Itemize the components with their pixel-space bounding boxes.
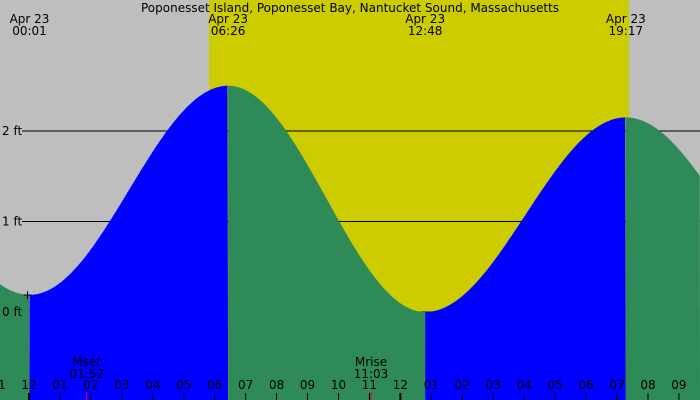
low-tide-marker: + [23, 288, 33, 302]
y-tick-label: 0 ft [2, 305, 22, 319]
hour-label: 09 [671, 378, 686, 392]
moon-event-label: Mset [72, 355, 101, 369]
hour-label: 06 [207, 378, 222, 392]
hour-label: 01 [52, 378, 67, 392]
hour-label: 03 [486, 378, 501, 392]
tide-event-date: Apr 23 [10, 12, 50, 26]
hour-label: 07 [238, 378, 253, 392]
hour-label: 02 [83, 378, 98, 392]
tide-event-date: Apr 23 [606, 12, 646, 26]
tide-event-time: 06:26 [211, 24, 246, 38]
tide-event-time: 19:17 [609, 24, 644, 38]
rising-tide-area [425, 117, 626, 400]
hour-label: 05 [548, 378, 563, 392]
rising-tide-area [29, 85, 229, 400]
hour-label: 02 [455, 378, 470, 392]
tide-event-time: 12:48 [408, 24, 443, 38]
hour-label: 04 [145, 378, 160, 392]
hour-label: 06 [578, 378, 593, 392]
falling-tide-area [0, 284, 30, 400]
hour-label: 05 [176, 378, 191, 392]
hour-label: 12 [393, 378, 408, 392]
tide-event-date: Apr 23 [208, 12, 248, 26]
hour-label: 01 [424, 378, 439, 392]
moon-event-time: 11:03 [354, 367, 389, 381]
hour-label: 08 [640, 378, 655, 392]
hour-label: 12 [21, 378, 36, 392]
hour-label: 11 [0, 378, 6, 392]
tide-event-time: 00:01 [12, 24, 47, 38]
y-tick-label: 1 ft [2, 215, 22, 229]
hour-label: 09 [300, 378, 315, 392]
chart-title: Poponesset Island, Poponesset Bay, Nantu… [141, 1, 559, 15]
hour-label: 04 [517, 378, 532, 392]
falling-tide-area [625, 117, 700, 400]
moon-event-label: Mrise [355, 355, 387, 369]
falling-tide-area [228, 85, 426, 400]
hour-label: 03 [114, 378, 129, 392]
moon-event-time: 01:52 [69, 367, 104, 381]
tide-event-date: Apr 23 [405, 12, 445, 26]
hour-label: 11 [362, 378, 377, 392]
hour-label: 07 [609, 378, 624, 392]
y-tick-label: 2 ft [2, 124, 22, 138]
hour-label: 08 [269, 378, 284, 392]
hour-label: 10 [331, 378, 346, 392]
